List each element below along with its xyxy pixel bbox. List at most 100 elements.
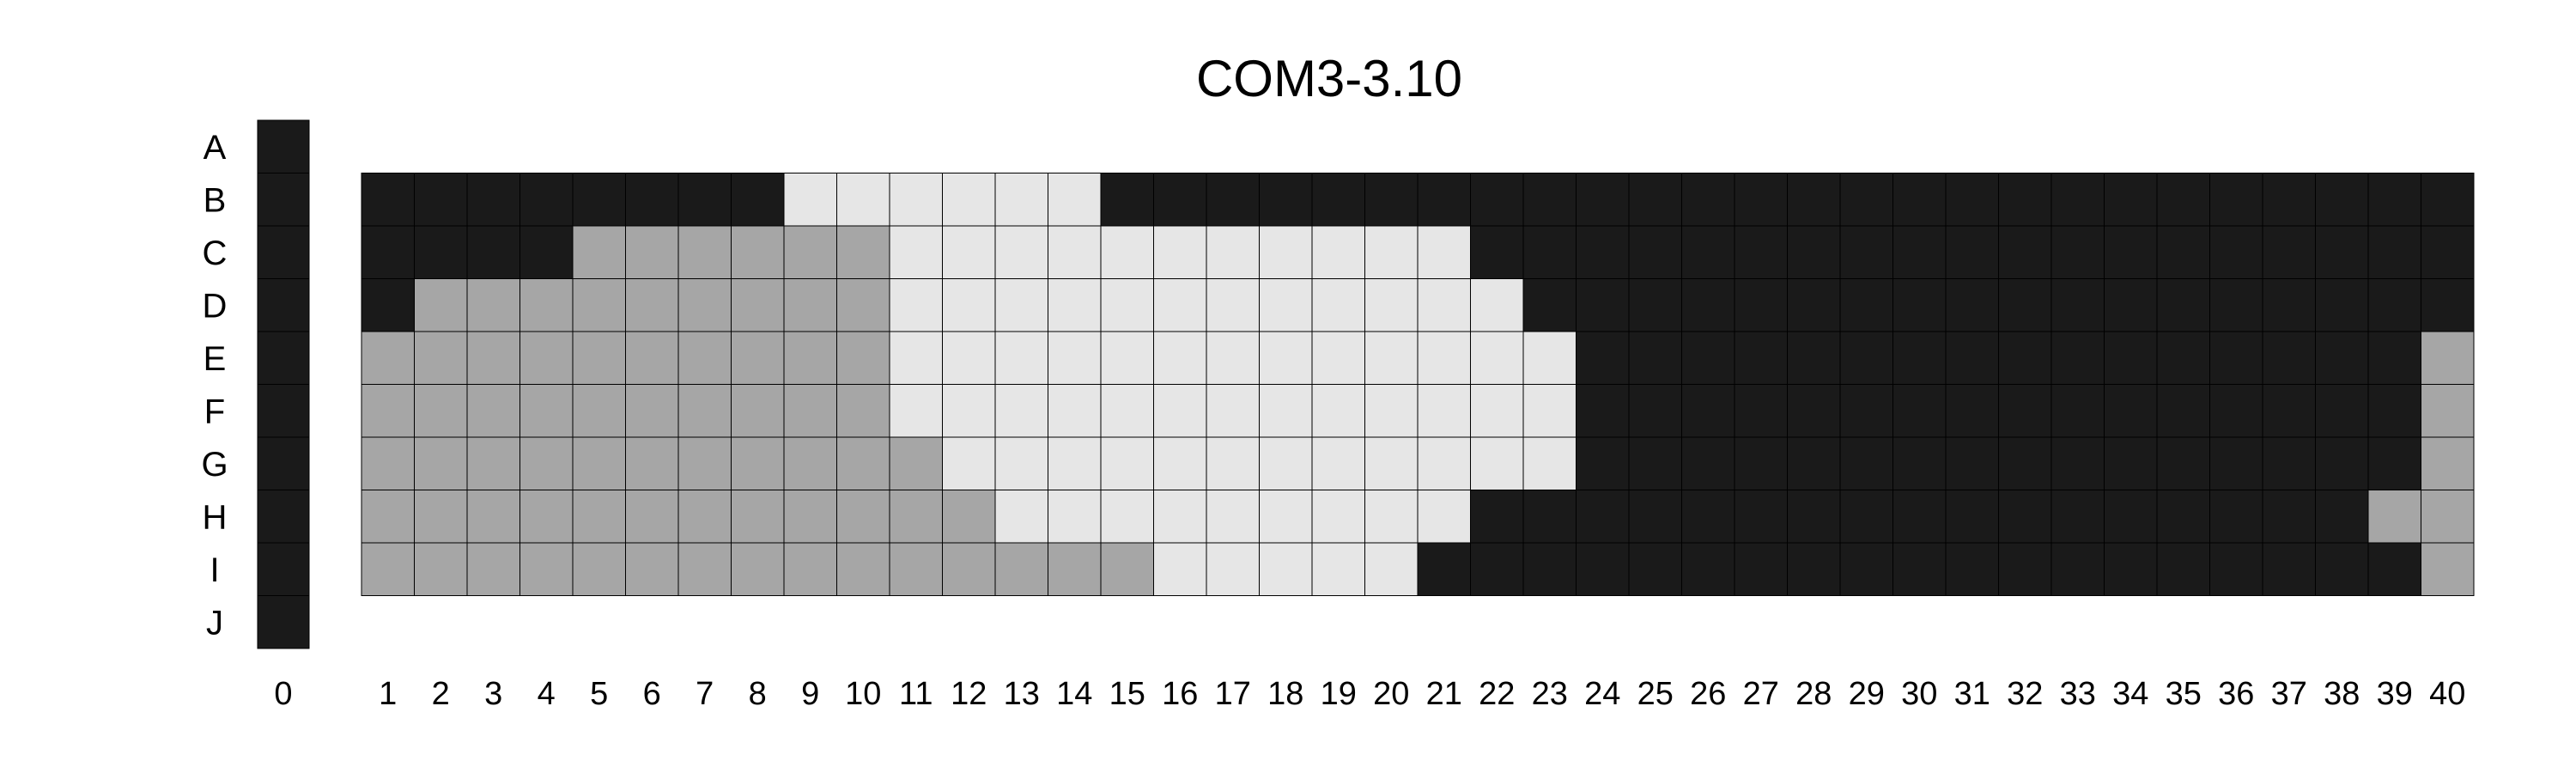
heatmap-cell xyxy=(1259,331,1313,385)
heatmap-cell xyxy=(942,278,996,332)
row-label: F xyxy=(204,393,225,430)
heatmap-cell xyxy=(257,490,310,544)
heatmap-cell xyxy=(414,542,468,596)
heatmap-cell xyxy=(2050,173,2105,227)
column-label: 5 xyxy=(590,676,608,712)
heatmap-cell xyxy=(1787,225,1841,279)
heatmap-cell xyxy=(2050,331,2105,385)
column-label: 38 xyxy=(2324,676,2360,712)
heatmap-cell xyxy=(466,278,520,332)
heatmap-cell xyxy=(1839,384,1893,438)
grid-cells xyxy=(361,173,2475,596)
heatmap-cell xyxy=(1100,278,1154,332)
heatmap-cell xyxy=(1417,542,1471,596)
heatmap-cell xyxy=(361,225,415,279)
heatmap-cell xyxy=(1311,490,1365,544)
heatmap-cell xyxy=(2262,331,2316,385)
heatmap-cell xyxy=(466,384,520,438)
heatmap-cell xyxy=(2367,278,2421,332)
column-label: 1 xyxy=(379,676,397,712)
heatmap-cell xyxy=(1628,225,1682,279)
heatmap-cell xyxy=(2421,490,2475,544)
column-label: 15 xyxy=(1109,676,1145,712)
column-label: 30 xyxy=(1901,676,1937,712)
heatmap-cell xyxy=(466,542,520,596)
heatmap-cell xyxy=(1945,331,1999,385)
heatmap-cell xyxy=(2209,436,2263,490)
heatmap-cell xyxy=(2104,278,2158,332)
heatmap-cell xyxy=(625,225,679,279)
heatmap-cell xyxy=(1206,225,1260,279)
heatmap-cell xyxy=(2262,542,2316,596)
column-label: 22 xyxy=(1479,676,1515,712)
heatmap-cell xyxy=(2156,225,2210,279)
heatmap-cell xyxy=(2104,436,2158,490)
heatmap-cell xyxy=(572,173,626,227)
heatmap-cell xyxy=(1576,384,1630,438)
heatmap-cell xyxy=(1945,490,1999,544)
heatmap-cell xyxy=(1893,173,1947,227)
column-label: 8 xyxy=(749,676,767,712)
heatmap-cell xyxy=(1628,490,1682,544)
heatmap-cell xyxy=(2421,278,2475,332)
heatmap-cell xyxy=(889,278,943,332)
heatmap-cell xyxy=(889,542,943,596)
heatmap-cell xyxy=(1576,278,1630,332)
column-label: 37 xyxy=(2271,676,2307,712)
heatmap-cell xyxy=(1364,542,1419,596)
heatmap-cell xyxy=(1628,173,1682,227)
heatmap-cell xyxy=(1576,331,1630,385)
heatmap-cell xyxy=(731,542,785,596)
heatmap-cell xyxy=(1998,331,2052,385)
row-label: J xyxy=(206,604,223,642)
heatmap-cell xyxy=(2262,278,2316,332)
heatmap-cell xyxy=(1787,173,1841,227)
heatmap-cell xyxy=(889,436,943,490)
heatmap-cell xyxy=(2367,542,2421,596)
heatmap-cell xyxy=(1734,490,1788,544)
heatmap-cell xyxy=(519,278,574,332)
heatmap-cell xyxy=(1470,278,1524,332)
heatmap-cell xyxy=(414,490,468,544)
heatmap-cell xyxy=(2367,331,2421,385)
heatmap-cell xyxy=(1206,173,1260,227)
heatmap-cell xyxy=(2104,384,2158,438)
heatmap-cell xyxy=(1417,278,1471,332)
heatmap-cell xyxy=(2262,436,2316,490)
heatmap-cell xyxy=(2209,225,2263,279)
heatmap-cell xyxy=(1100,173,1154,227)
row-label: G xyxy=(201,446,228,484)
heatmap-cell xyxy=(889,173,943,227)
column-label: 35 xyxy=(2166,676,2202,712)
column-label: 6 xyxy=(643,676,661,712)
heatmap-cell xyxy=(2104,542,2158,596)
heatmap-cell xyxy=(2104,173,2158,227)
heatmap-cell xyxy=(257,119,310,173)
heatmap-cell xyxy=(2367,436,2421,490)
heatmap-cell xyxy=(1839,331,1893,385)
column-label: 25 xyxy=(1637,676,1674,712)
heatmap-cell xyxy=(1998,225,2052,279)
heatmap-cell xyxy=(1787,278,1841,332)
heatmap-cell xyxy=(466,173,520,227)
heatmap-cell xyxy=(1839,278,1893,332)
row-label: H xyxy=(203,498,228,536)
heatmap-cell xyxy=(625,384,679,438)
column-label: 34 xyxy=(2112,676,2148,712)
heatmap-cell xyxy=(1470,490,1524,544)
heatmap-cell xyxy=(519,542,574,596)
heatmap-cell xyxy=(2315,490,2369,544)
heatmap-cell xyxy=(1734,331,1788,385)
heatmap-cell xyxy=(2315,384,2369,438)
heatmap-cell xyxy=(625,436,679,490)
heatmap-cell xyxy=(1048,384,1102,438)
heatmap-cell xyxy=(2156,331,2210,385)
heatmap-cell xyxy=(1522,542,1577,596)
heatmap-cell xyxy=(2315,542,2369,596)
heatmap-cell xyxy=(1311,225,1365,279)
heatmap-cell xyxy=(677,225,732,279)
heatmap-cell xyxy=(677,173,732,227)
heatmap-cell xyxy=(2104,225,2158,279)
heatmap-cell xyxy=(1628,542,1682,596)
